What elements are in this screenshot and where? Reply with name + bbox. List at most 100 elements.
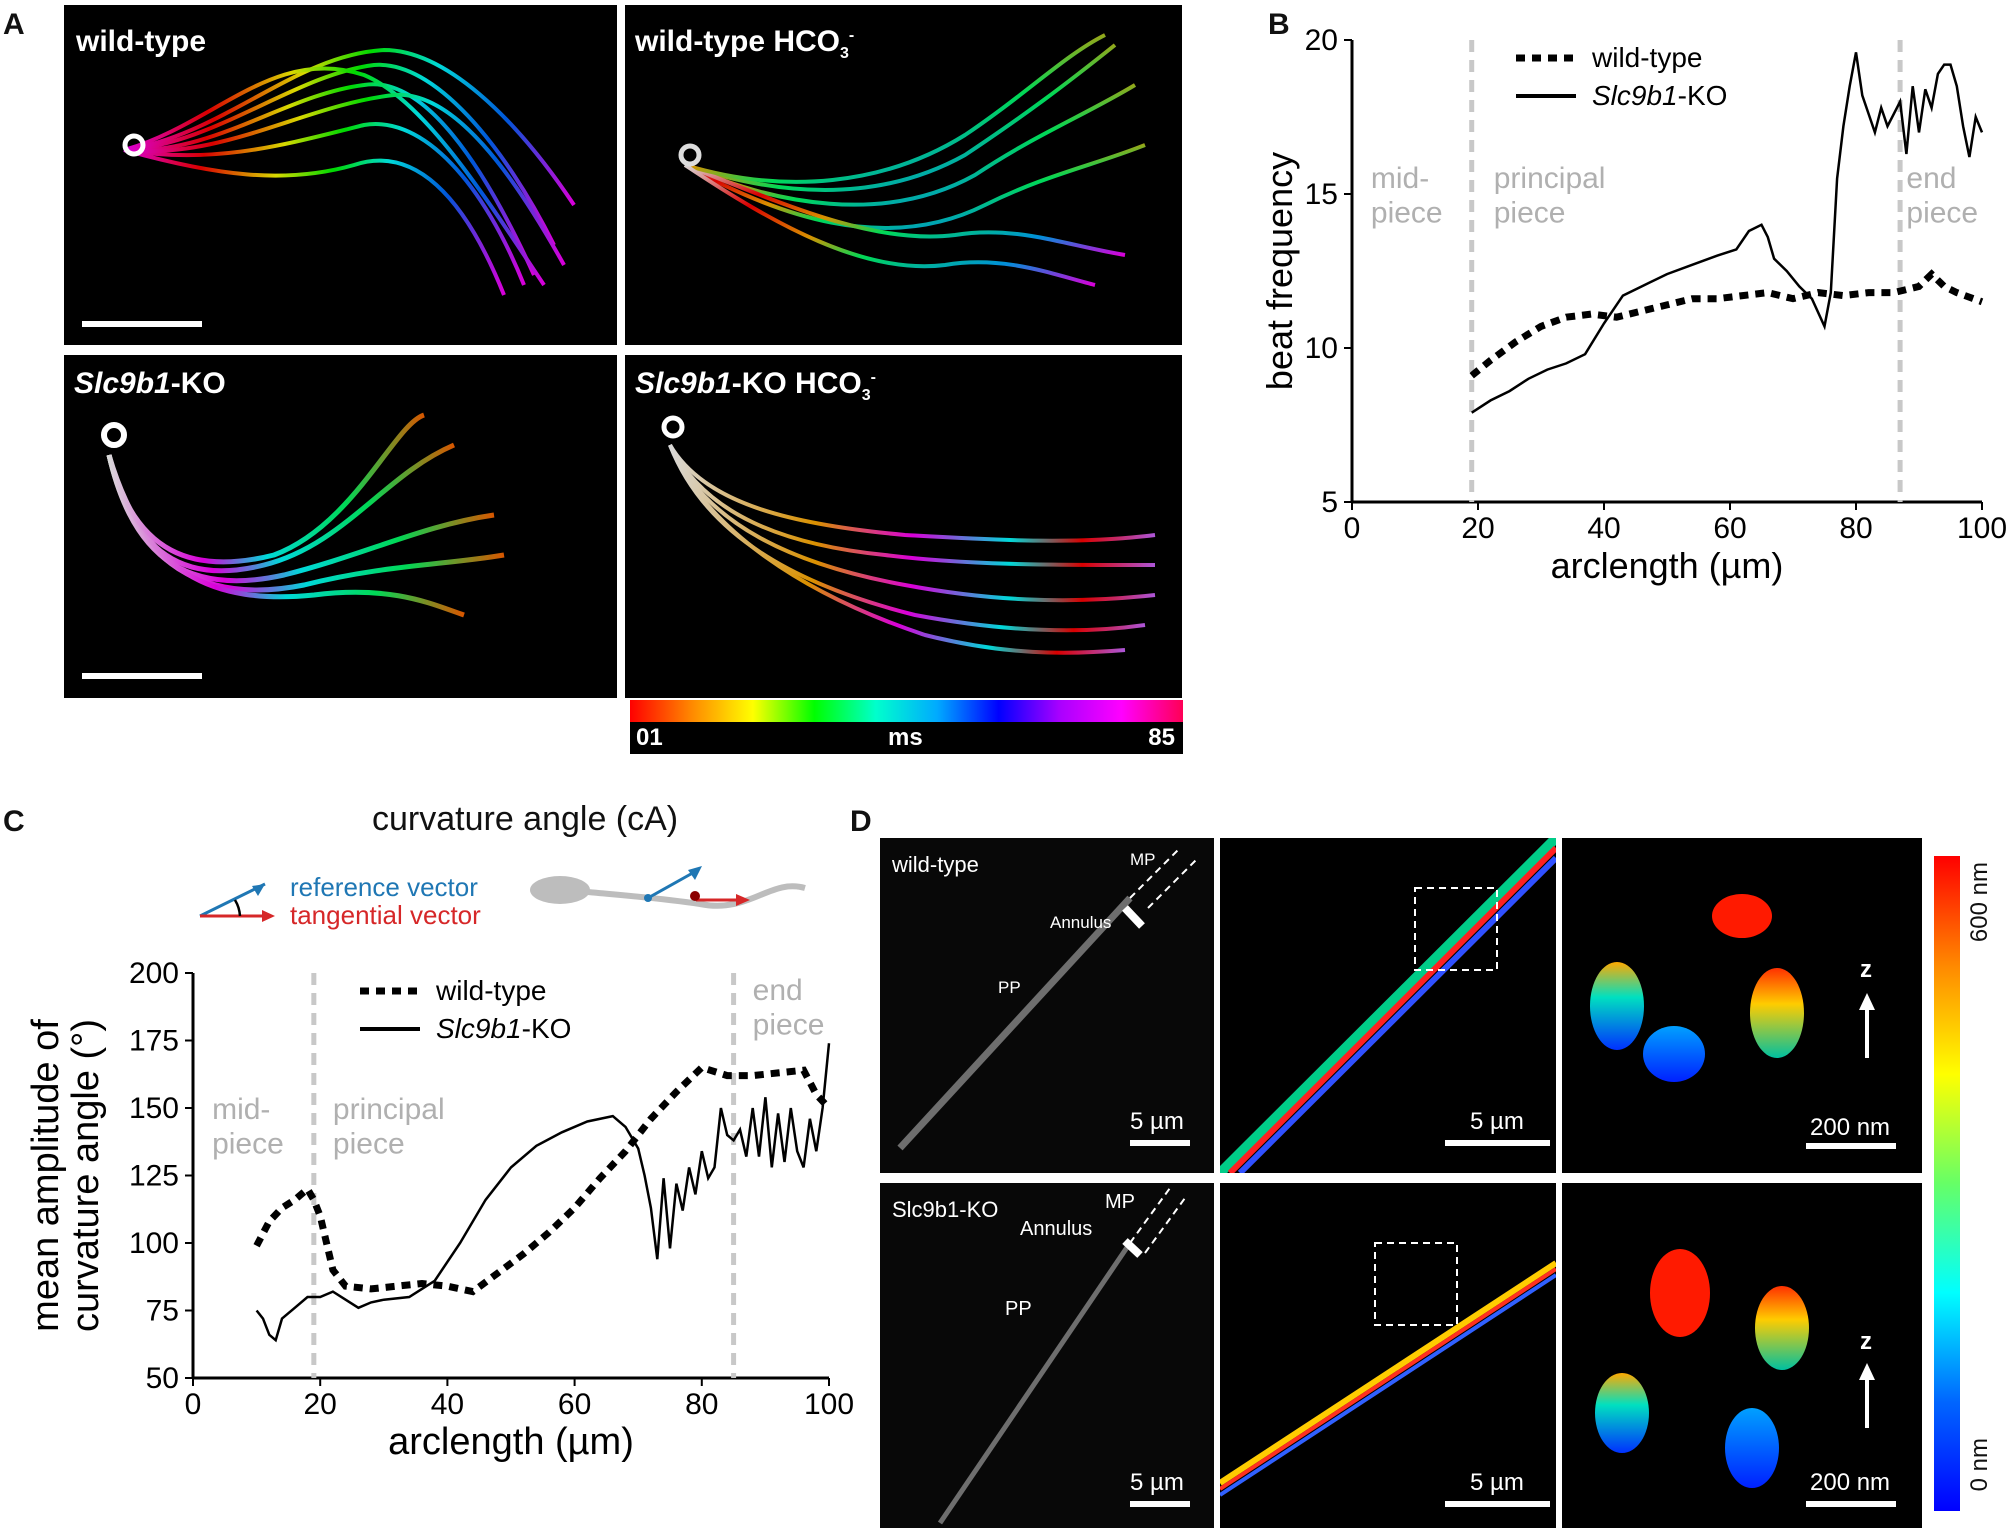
y-tick-label: 100: [129, 1227, 179, 1260]
scale-bar: [1806, 1143, 1896, 1149]
x-tick-label: 60: [1713, 512, 1746, 545]
depth-colorbar-gradient: [1934, 856, 1960, 1511]
scale-bar: [82, 321, 202, 327]
pp-label: PP: [998, 978, 1021, 997]
time-colorbar-max: 85: [1148, 724, 1175, 751]
y-axis-label: beat frequency: [1259, 152, 1300, 390]
time-colorbar-gradient: [630, 700, 1183, 722]
scale-bar: [1130, 1501, 1190, 1507]
scale-bar: [1130, 1140, 1190, 1146]
region-label: end piece: [1906, 162, 1978, 230]
flagellum-trace-slc9b1-ko: [101, 412, 505, 618]
tile-label-slc9b1-ko: Slc9b1-KO: [74, 367, 226, 400]
series-slc9b1-ko: [1471, 52, 1984, 414]
legend-label: Slc9b1-KO: [436, 1013, 571, 1044]
scale-text: 5 µm: [1130, 1469, 1184, 1496]
scale-text: 200 nm: [1810, 1469, 1891, 1496]
pp-label: PP: [1005, 1298, 1032, 1320]
scale-text: 5 µm: [1470, 1108, 1524, 1135]
y-tick-label: 150: [129, 1092, 179, 1125]
y-tick-label: 5: [1321, 486, 1338, 519]
curvature-title: curvature angle (cA): [372, 800, 679, 838]
scale-text: 5 µm: [1470, 1469, 1524, 1496]
panel-d-letter: D: [850, 805, 872, 838]
region-label: mid-piece: [1371, 162, 1443, 230]
panel-c-letter: C: [3, 805, 25, 838]
panel-a-letter: A: [3, 8, 25, 41]
scale-bar: [1445, 1501, 1550, 1507]
depth-colorbar: 600 nm 0 nm: [1930, 848, 2000, 1518]
region-label: principal piece: [333, 1093, 445, 1161]
ko-cross-section: z 200 nm: [1562, 1183, 1922, 1528]
row-label: wild-type: [892, 852, 979, 877]
annulus-label: Annulus: [1020, 1218, 1093, 1240]
chart-c-curvature-amplitude: 0 20 40 60 80 100 50 75 100 125 150 175 200 mid-piece…: [25, 957, 854, 1463]
mp-label: MP: [1105, 1191, 1135, 1213]
panel-b-letter: B: [1268, 8, 1290, 41]
row-label: Slc9b1-KO: [892, 1197, 999, 1222]
y-tick-label: 50: [146, 1362, 179, 1395]
wt-widefield: wild-type MP Annulus PP 5 µm: [880, 838, 1214, 1173]
region-label: end piece: [753, 974, 825, 1042]
annulus-label: Annulus: [1050, 913, 1112, 932]
series-wild-type: [1469, 269, 1984, 379]
ko-localization: 5 µm: [1220, 1183, 1556, 1528]
x-tick-label: 20: [1461, 512, 1494, 545]
tile-slc9b1-ko-hco3: Slc9b1-KO HCO3-: [625, 355, 1182, 698]
tile-label-wild-type-hco3: wild-type HCO3-: [635, 25, 855, 62]
x-tick-label: 80: [685, 1388, 718, 1421]
x-tick-label: 0: [185, 1388, 202, 1421]
ko-widefield: Slc9b1-KO MP Annulus PP 5 µm: [880, 1183, 1214, 1528]
flagellum-trace-wild-type-hco3: [678, 33, 1146, 287]
x-tick-label: 0: [1344, 512, 1361, 545]
time-colorbar-unit: ms: [888, 724, 923, 751]
tile-label-slc9b1-ko-hco3: Slc9b1-KO HCO3-: [635, 367, 876, 404]
wt-localization: 5 µm: [1220, 838, 1556, 1173]
y-tick-label: 125: [129, 1160, 179, 1193]
reference-vector-label: reference vector: [290, 872, 478, 902]
x-tick-label: 80: [1839, 512, 1872, 545]
x-tick-label: 100: [804, 1388, 854, 1421]
x-tick-label: 100: [1957, 512, 2007, 545]
z-axis-label: z: [1860, 956, 1872, 983]
scale-text: 5 µm: [1130, 1108, 1184, 1135]
y-tick-label: 10: [1305, 332, 1338, 365]
angle-icon: [199, 882, 275, 922]
y-tick-label: 200: [129, 957, 179, 990]
time-colorbar-min: 01: [636, 724, 663, 751]
tile-slc9b1-ko: Slc9b1-KO: [64, 355, 617, 698]
x-axis-label: arclength (µm): [1551, 545, 1784, 586]
tile-wild-type: wild-type: [64, 5, 617, 345]
tile-wild-type-hco3: wild-type HCO3-: [625, 5, 1182, 345]
mp-label: MP: [1130, 850, 1156, 869]
scale-text: 200 nm: [1810, 1114, 1891, 1141]
x-axis-label: arclength (µm): [388, 1421, 634, 1463]
flagellum-trace-slc9b1-ko-hco3: [661, 415, 1156, 655]
legend-label: wild-type: [1591, 42, 1702, 73]
x-tick-label: 40: [1587, 512, 1620, 545]
flagellum-trace-wild-type: [122, 47, 576, 296]
x-tick-label: 60: [558, 1388, 591, 1421]
y-tick-label: 20: [1305, 24, 1338, 57]
y-tick-label: 15: [1305, 178, 1338, 211]
chart-b-beat-frequency: 0 20 40 60 80 100 5 10 15 20 mid-piece principal pie…: [1259, 24, 2007, 586]
x-tick-label: 20: [304, 1388, 337, 1421]
scale-bar: [1806, 1501, 1896, 1507]
depth-colorbar-top: 600 nm: [1966, 862, 1993, 943]
panel-a-grid: wild-type wild-type HCO3-: [64, 5, 1182, 698]
depth-colorbar-bottom: 0 nm: [1966, 1438, 1993, 1492]
tile-label-wild-type: wild-type: [76, 25, 207, 58]
tangential-vector-label: tangential vector: [290, 900, 481, 930]
series-slc9b1-ko: [255, 1043, 831, 1343]
series-wild-type: [253, 1063, 832, 1296]
sperm-icon: [530, 866, 806, 909]
panel-d-grid: wild-type MP Annulus PP 5 µm 5 µm: [880, 838, 2010, 1528]
legend-label: Slc9b1-KO: [1592, 80, 1727, 111]
curvature-schematic: [199, 866, 806, 922]
region-label: mid-piece: [212, 1093, 284, 1161]
time-colorbar: 01 ms 85: [630, 700, 1183, 754]
z-axis-label: z: [1860, 1328, 1872, 1355]
y-tick-label: 175: [129, 1025, 179, 1058]
wt-cross-section: z 200 nm: [1562, 838, 1922, 1173]
scale-bar: [1445, 1140, 1550, 1146]
